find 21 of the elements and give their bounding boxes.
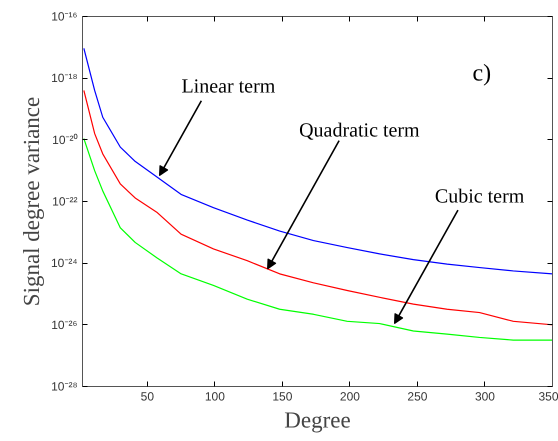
- y-tick-label: 10⁻²⁴: [51, 256, 78, 270]
- x-tick-label: 100: [204, 390, 226, 404]
- x-tick-label: 250: [407, 390, 428, 404]
- annotation: Cubic term: [434, 186, 525, 208]
- x-tick-label: 50: [140, 390, 154, 404]
- y-tick-label: 10⁻²²: [52, 194, 78, 208]
- y-tick-label: 10⁻²⁶: [51, 318, 78, 332]
- annotation: Linear term: [181, 76, 276, 98]
- x-tick-label: 350: [538, 390, 558, 404]
- line-series: [83, 48, 552, 274]
- x-tick-label: 150: [272, 390, 293, 404]
- x-tick-label: 200: [340, 390, 360, 404]
- x-tick-label: 300: [474, 390, 496, 404]
- y-axis-title: Signal degree variance: [19, 96, 44, 306]
- y-tick-label: 10⁻¹⁸: [51, 71, 78, 86]
- y-tick-label: 10⁻²⁸: [51, 380, 78, 394]
- annotation: c): [472, 60, 492, 86]
- annotation: Quadratic term: [299, 119, 420, 142]
- y-tick-label: 10⁻²⁰: [52, 132, 78, 147]
- x-axis-title: Degree: [284, 408, 351, 432]
- y-tick-label: 10⁻¹⁶: [51, 10, 78, 24]
